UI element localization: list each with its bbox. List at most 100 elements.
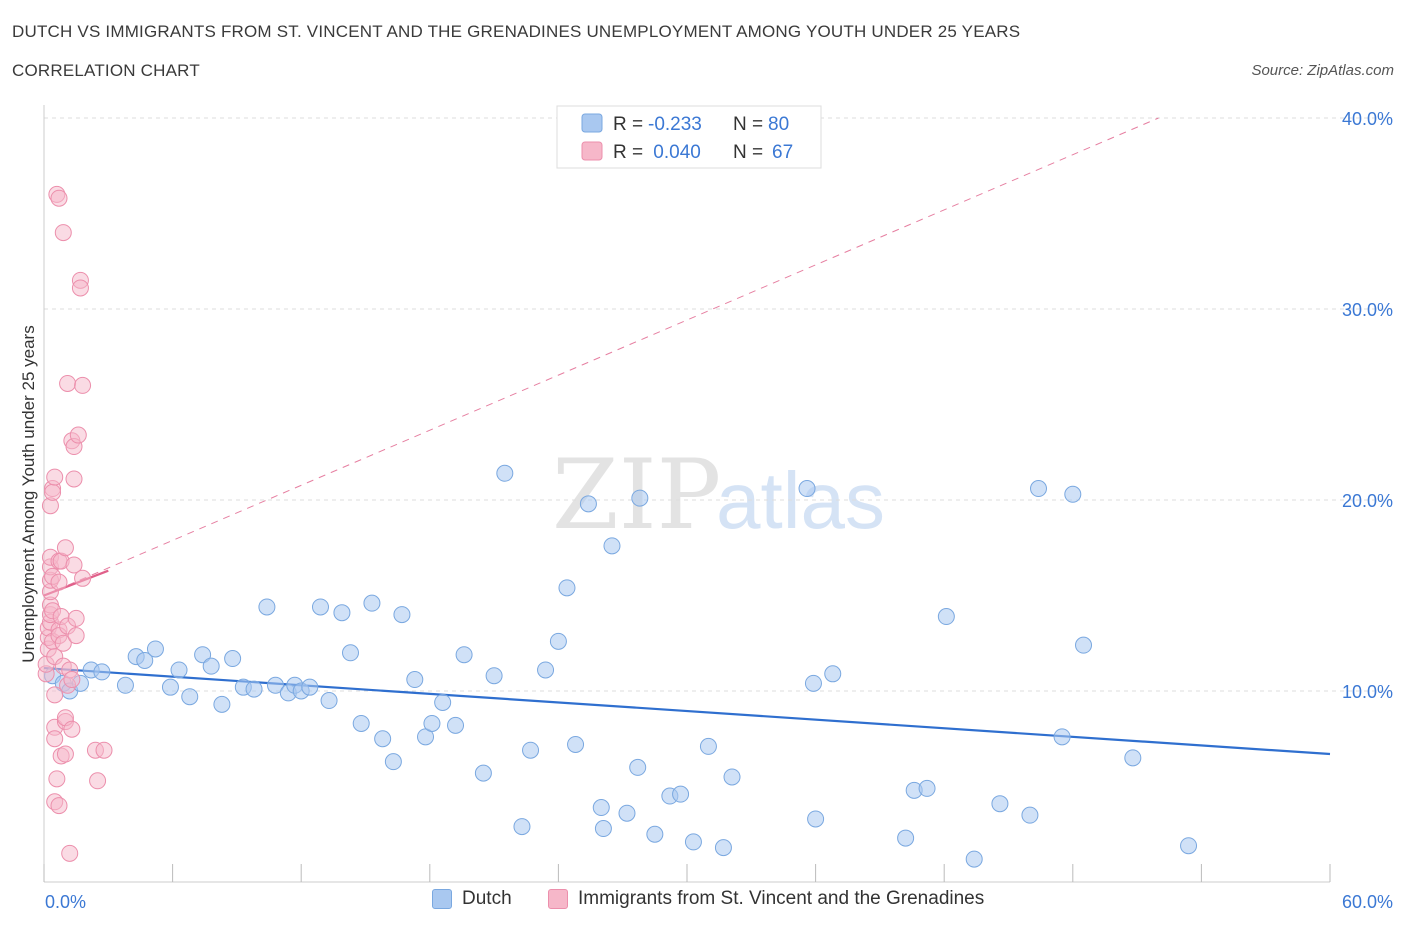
legend-item-immigrants: Immigrants from St. Vincent and the Gren… bbox=[548, 888, 984, 910]
watermark: ZIP atlas bbox=[552, 439, 885, 551]
dutch-point bbox=[485, 667, 503, 685]
dutch-point bbox=[618, 804, 636, 822]
dutch-point bbox=[594, 820, 612, 838]
dutch-point bbox=[341, 644, 359, 662]
immigrant-point bbox=[54, 224, 72, 242]
immigrant-point bbox=[48, 770, 66, 788]
legend-item-dutch: Dutch bbox=[432, 888, 512, 910]
dutch-point bbox=[474, 764, 492, 782]
y-tick-label: 30.0% bbox=[1342, 300, 1393, 320]
dutch-point bbox=[549, 632, 567, 650]
legend-n-value: 67 bbox=[772, 142, 793, 163]
watermark-atlas: atlas bbox=[716, 456, 885, 545]
immigrant-point bbox=[50, 797, 68, 815]
immigrant-point bbox=[74, 569, 92, 587]
legend-label-dutch: Dutch bbox=[462, 888, 512, 909]
dutch-point bbox=[798, 480, 816, 498]
dutch-point bbox=[116, 676, 134, 694]
dutch-point bbox=[224, 650, 242, 668]
dutch-point bbox=[699, 737, 717, 755]
legend-swatch-dutch bbox=[432, 889, 452, 909]
dutch-point bbox=[603, 537, 621, 555]
y-tick-label: 20.0% bbox=[1342, 491, 1393, 511]
dutch-point bbox=[161, 678, 179, 696]
dutch-point bbox=[447, 716, 465, 734]
immigrant-point bbox=[74, 376, 92, 394]
dutch-point bbox=[723, 768, 741, 786]
legend-r-value: -0.233 bbox=[648, 114, 702, 135]
legend-n-value: 80 bbox=[768, 114, 789, 135]
immigrant-point bbox=[95, 741, 113, 759]
dutch-point bbox=[393, 606, 411, 624]
immigrant-point bbox=[46, 686, 64, 704]
axes bbox=[43, 105, 1331, 883]
dutch-point bbox=[684, 833, 702, 851]
dutch-point bbox=[320, 692, 338, 710]
grid-lines bbox=[44, 117, 1392, 692]
dutch-point bbox=[93, 663, 111, 681]
legend-r-value: 0.040 bbox=[648, 142, 701, 163]
immigrant-point bbox=[65, 470, 83, 488]
legend-r-label: R = bbox=[613, 114, 643, 135]
legend-swatch-imm bbox=[581, 141, 603, 161]
dutch-point bbox=[1030, 480, 1048, 498]
immigrant-point bbox=[89, 772, 107, 790]
immigrant-point bbox=[61, 844, 79, 862]
dutch-point bbox=[1053, 728, 1071, 746]
dutch-point bbox=[937, 608, 955, 626]
immigrant-point bbox=[59, 374, 77, 392]
immigrant-point bbox=[50, 573, 68, 591]
dutch-point bbox=[202, 657, 220, 675]
immigrant-point bbox=[46, 730, 64, 748]
dutch-point bbox=[333, 604, 351, 622]
immigrant-point bbox=[63, 671, 81, 689]
dutch-point bbox=[213, 695, 231, 713]
dutch-point bbox=[579, 495, 597, 513]
dutch-point bbox=[181, 688, 199, 706]
dutch-point bbox=[352, 714, 370, 732]
immigrant-point bbox=[50, 189, 68, 207]
immigrant-point bbox=[56, 539, 74, 557]
legend-n-label: N = bbox=[733, 142, 763, 163]
immigrant-points bbox=[37, 185, 113, 862]
dutch-point bbox=[537, 661, 555, 679]
immigrant-point bbox=[69, 426, 87, 444]
dutch-point bbox=[513, 818, 531, 836]
dutch-point bbox=[804, 674, 822, 692]
y-tick-label: 10.0% bbox=[1342, 682, 1393, 702]
dutch-point bbox=[965, 850, 983, 868]
dutch-point bbox=[897, 829, 915, 847]
dutch-trend-line bbox=[43, 666, 1331, 756]
dutch-point bbox=[455, 646, 473, 664]
immigrant-point bbox=[65, 556, 83, 574]
dutch-point bbox=[1021, 806, 1039, 824]
tick-labels: 10.0% 20.0% 30.0% 40.0% 0.0% 60.0% bbox=[45, 109, 1393, 912]
immigrant-point bbox=[44, 483, 62, 501]
dutch-point bbox=[374, 730, 392, 748]
immigrant-point bbox=[63, 720, 81, 738]
immigrant-point bbox=[67, 609, 85, 627]
chart-title: DUTCH VS IMMIGRANTS FROM ST. VINCENT AND… bbox=[12, 22, 1021, 41]
dutch-point bbox=[496, 464, 514, 482]
immigrant-point bbox=[54, 634, 72, 652]
immigrant-point bbox=[71, 279, 89, 297]
dutch-point bbox=[522, 741, 540, 759]
dutch-point bbox=[1124, 749, 1142, 767]
dutch-point bbox=[1075, 636, 1093, 654]
dutch-point bbox=[1180, 837, 1198, 855]
immigrant-point bbox=[67, 627, 85, 645]
dutch-point bbox=[170, 661, 188, 679]
dutch-point bbox=[266, 676, 284, 694]
dutch-point bbox=[1064, 485, 1082, 503]
immigrant-point bbox=[56, 745, 74, 763]
dutch-point bbox=[384, 753, 402, 771]
dutch-points bbox=[44, 464, 1198, 868]
legend-label-immigrants: Immigrants from St. Vincent and the Gren… bbox=[578, 888, 985, 909]
dutch-point bbox=[423, 714, 441, 732]
legend-box: R = -0.233 N = 80 R = 0.040 N = 67 bbox=[556, 105, 822, 169]
dutch-point bbox=[918, 779, 936, 797]
dutch-point bbox=[406, 671, 424, 689]
y-tick-label: 40.0% bbox=[1342, 109, 1393, 129]
dutch-point bbox=[646, 825, 664, 843]
dutch-point bbox=[363, 594, 381, 612]
